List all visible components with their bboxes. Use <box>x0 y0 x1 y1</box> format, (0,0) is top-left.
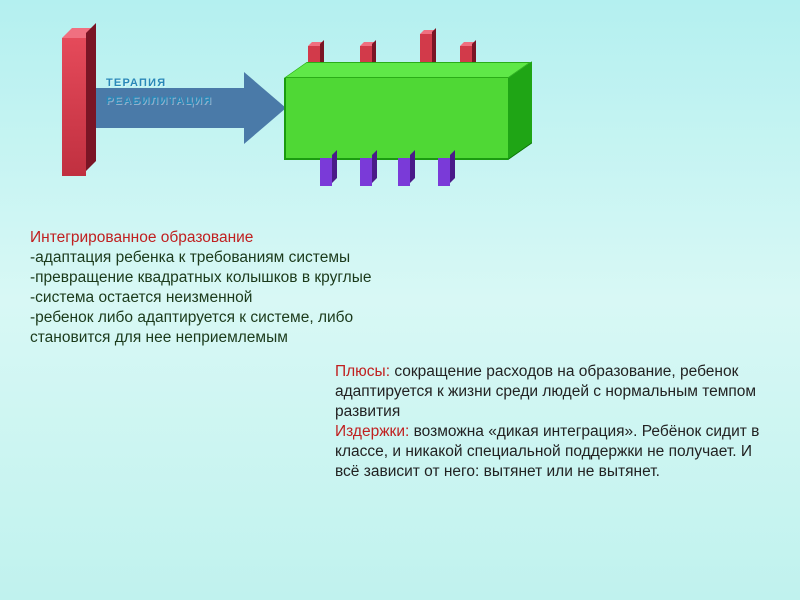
block1-line: -адаптация ребенка к требованиям системы <box>30 248 371 268</box>
bottom-peg-1 <box>320 158 336 188</box>
block1-line: -ребенок либо адаптируется к системе, ли… <box>30 308 371 328</box>
plus-label: Плюсы: <box>335 363 390 380</box>
plus-text: сокращение расходов на образование, ребе… <box>335 363 756 420</box>
arrow-line1: ТЕРАПИЯ <box>106 74 212 92</box>
cost-label: Издержки: <box>335 423 409 440</box>
green-box <box>284 62 532 160</box>
bottom-peg-4 <box>438 158 454 188</box>
text-block-2: Плюсы: сокращение расходов на образовани… <box>335 362 765 482</box>
diagram-area: ТЕРАПИЯ РЕАБИЛИТАЦИЯ <box>0 0 800 220</box>
block1-line: -превращение квадратных колышков в кругл… <box>30 268 371 288</box>
arrow-label: ТЕРАПИЯ РЕАБИЛИТАЦИЯ <box>106 74 212 110</box>
arrow-line2: РЕАБИЛИТАЦИЯ <box>106 92 212 110</box>
bottom-peg-3 <box>398 158 414 188</box>
block1-title: Интегрированное образование <box>30 228 371 248</box>
arrow: ТЕРАПИЯ РЕАБИЛИТАЦИЯ <box>96 72 286 144</box>
red-pillar <box>62 28 96 176</box>
text-block-1: Интегрированное образование -адаптация р… <box>30 228 371 348</box>
block1-line: становится для нее неприемлемым <box>30 328 371 348</box>
block1-line: -система остается неизменной <box>30 288 371 308</box>
bottom-peg-2 <box>360 158 376 188</box>
